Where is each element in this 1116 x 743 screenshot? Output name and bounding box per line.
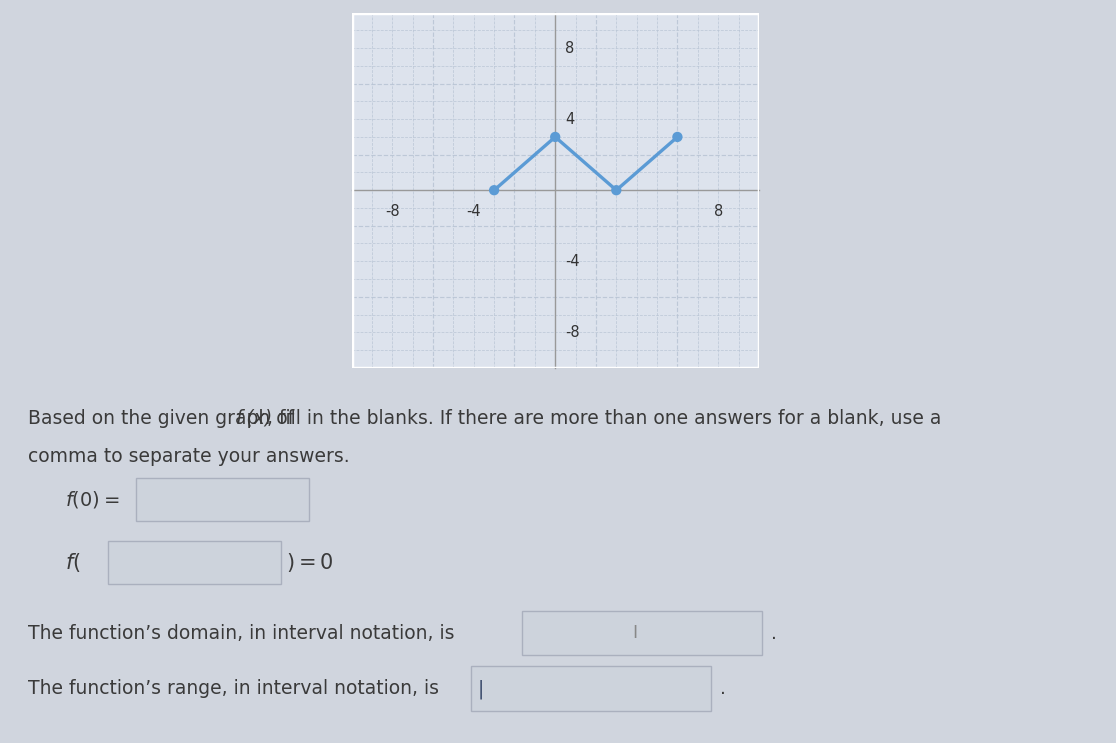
Text: $)= 0$: $)= 0$ <box>286 551 334 574</box>
Text: 8: 8 <box>566 41 575 56</box>
Point <box>668 131 686 143</box>
Text: $f(0)=$: $f(0)=$ <box>65 489 119 510</box>
Text: comma to separate your answers.: comma to separate your answers. <box>28 447 349 467</box>
Text: 8: 8 <box>713 204 723 219</box>
Text: -8: -8 <box>566 325 580 340</box>
Text: -4: -4 <box>466 204 481 219</box>
Text: .: . <box>720 679 725 698</box>
Text: , fill in the blanks. If there are more than one answers for a blank, use a: , fill in the blanks. If there are more … <box>267 409 942 428</box>
Text: $f($: $f($ <box>65 551 80 574</box>
Point <box>485 184 503 196</box>
Text: 4: 4 <box>566 111 575 126</box>
Text: Based on the given graph of: Based on the given graph of <box>28 409 300 428</box>
Text: .: . <box>771 623 777 643</box>
Text: |: | <box>478 679 484 698</box>
Text: The function’s range, in interval notation, is: The function’s range, in interval notati… <box>28 679 439 698</box>
Bar <box>352 13 759 368</box>
Text: I: I <box>633 624 637 642</box>
Text: The function’s domain, in interval notation, is: The function’s domain, in interval notat… <box>28 623 454 643</box>
Text: -4: -4 <box>566 254 580 269</box>
Text: -8: -8 <box>385 204 400 219</box>
Point <box>546 131 564 143</box>
Point <box>607 184 625 196</box>
Text: f (x): f (x) <box>235 409 272 428</box>
